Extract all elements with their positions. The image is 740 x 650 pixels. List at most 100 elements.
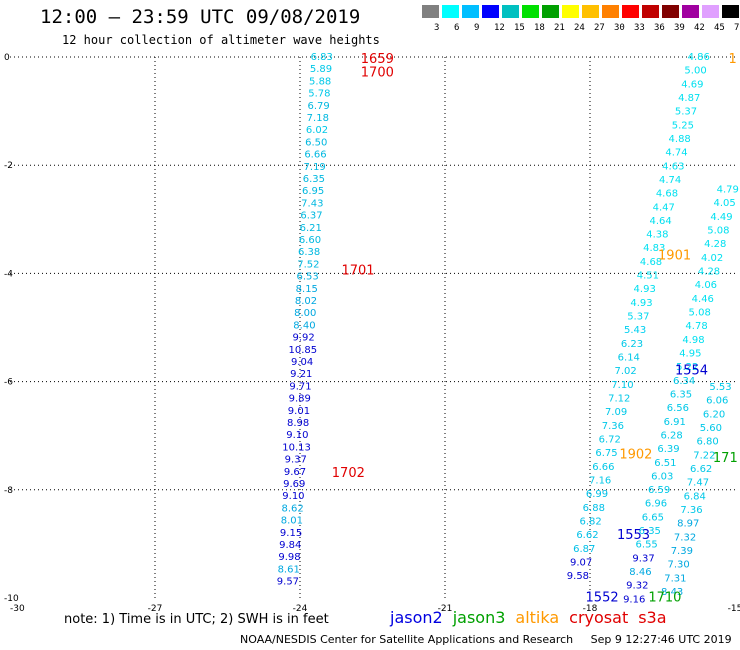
wave-height-value: 7.31 xyxy=(664,573,686,584)
wave-height-value: 6.62 xyxy=(690,464,712,475)
wave-height-value: 6.50 xyxy=(305,137,327,148)
wave-height-value: 6.35 xyxy=(639,526,661,537)
x-tick-label: -21 xyxy=(438,604,453,614)
color-scale-label: 15 xyxy=(514,23,525,33)
y-tick-label: -10 xyxy=(4,594,19,604)
wave-height-value: 7.36 xyxy=(602,421,624,432)
x-tick-label: -15 xyxy=(728,604,740,614)
wave-height-value: 6.96 xyxy=(645,499,667,510)
color-scale-label: 18 xyxy=(534,23,545,33)
wave-height-value: 8.00 xyxy=(294,308,316,319)
time-label: 171 xyxy=(713,451,738,466)
wave-height-value: 6.38 xyxy=(298,247,320,258)
time-label: 1 xyxy=(728,52,736,67)
wave-height-value: 5.37 xyxy=(627,312,649,323)
wave-height-value: 9.37 xyxy=(285,455,307,466)
wave-height-value: 4.28 xyxy=(698,267,720,278)
wave-height-value: 4.51 xyxy=(637,271,659,282)
color-scale-swatch xyxy=(542,5,559,18)
wave-height-value: 5.88 xyxy=(309,76,331,87)
wave-height-value: 6.82 xyxy=(580,516,602,527)
wave-height-value: 7.22 xyxy=(693,450,715,461)
wave-height-value: 7.19 xyxy=(304,162,326,173)
time-label: 1901 xyxy=(658,248,691,263)
wave-height-value: 9.10 xyxy=(282,491,304,502)
wave-height-value: 4.28 xyxy=(704,239,726,250)
wave-height-value: 9.01 xyxy=(288,406,310,417)
wave-height-value: 6.79 xyxy=(307,101,329,112)
time-label: 1553 xyxy=(617,528,650,543)
wave-height-value: 6.35 xyxy=(670,389,692,400)
wave-height-value: 7.32 xyxy=(674,532,696,543)
wave-height-value: 10.13 xyxy=(282,442,311,453)
footer: NOAA/NESDIS Center for Satellite Applica… xyxy=(240,633,740,646)
time-label: 1701 xyxy=(341,264,374,279)
wave-height-value: 5.08 xyxy=(707,226,729,237)
wave-height-value: 5.43 xyxy=(624,325,646,336)
wave-height-value: 6.66 xyxy=(592,462,614,473)
wave-height-value: 4.95 xyxy=(679,348,701,359)
wave-height-value: 4.79 xyxy=(717,185,739,196)
y-tick-label: -8 xyxy=(4,486,13,496)
color-scale-swatch xyxy=(682,5,699,18)
wave-height-value: 8.01 xyxy=(281,516,303,527)
wave-height-value: 4.49 xyxy=(710,212,732,223)
wave-height-value: 7.18 xyxy=(307,113,329,124)
wave-height-value: 9.15 xyxy=(280,528,302,539)
wave-height-value: 9.57 xyxy=(277,577,299,588)
wave-height-value: 9.37 xyxy=(632,553,654,564)
wave-height-value: 9.58 xyxy=(567,571,589,582)
color-scale-label: 70 xyxy=(734,23,740,33)
color-scale-label: 33 xyxy=(634,23,645,33)
wave-height-value: 6.55 xyxy=(636,540,658,551)
color-scale-label: 30 xyxy=(614,23,625,33)
wave-height-value: 5.89 xyxy=(310,64,332,75)
wave-height-value: 6.88 xyxy=(583,503,605,514)
wave-height-value: 4.74 xyxy=(665,148,687,159)
wave-height-value: 7.16 xyxy=(589,475,611,486)
wave-height-value: 6.91 xyxy=(664,417,686,428)
wave-height-value: 4.06 xyxy=(695,280,717,291)
wave-height-value: 7.30 xyxy=(667,560,689,571)
legend-note: note: 1) Time is in UTC; 2) SWH is in fe… xyxy=(64,612,329,627)
wave-height-value: 7.52 xyxy=(297,259,319,270)
wave-height-value: 4.87 xyxy=(678,93,700,104)
footer-timestamp: Sep 9 12:27:46 UTC 2019 xyxy=(590,633,732,646)
x-tick-label: -30 xyxy=(10,604,25,614)
color-scale-label: 42 xyxy=(694,23,705,33)
wave-height-value: 7.39 xyxy=(671,546,693,557)
x-tick-label: -18 xyxy=(583,604,598,614)
color-scale-swatch xyxy=(662,5,679,18)
wave-height-value: 4.64 xyxy=(649,216,671,227)
color-scale-swatch xyxy=(462,5,479,18)
color-scale-swatch xyxy=(522,5,539,18)
wave-height-value: 6.21 xyxy=(300,223,322,234)
color-scale-swatch xyxy=(442,5,459,18)
color-scale-label: 3 xyxy=(434,23,440,33)
wave-height-value: 5.08 xyxy=(689,307,711,318)
wave-height-value: 6.28 xyxy=(660,430,682,441)
wave-height-value: 7.02 xyxy=(614,366,636,377)
color-scale-label: 12 xyxy=(494,23,505,33)
wave-height-value: 6.34 xyxy=(673,376,695,387)
wave-height-value: 9.67 xyxy=(284,467,306,478)
wave-height-value: 7.47 xyxy=(687,478,709,489)
wave-height-value: 9.16 xyxy=(623,594,645,605)
x-tick-label: -24 xyxy=(293,604,308,614)
y-tick-label: -2 xyxy=(4,161,13,171)
wave-height-value: 9.89 xyxy=(289,394,311,405)
wave-height-value: 8.62 xyxy=(282,503,304,514)
wave-height-value: 8.40 xyxy=(293,320,315,331)
color-scale-swatch xyxy=(642,5,659,18)
color-scale-label: 21 xyxy=(554,23,565,33)
color-scale-label: 24 xyxy=(574,23,585,33)
legend-item-cryosat: cryosat xyxy=(569,608,629,627)
color-scale-swatch xyxy=(582,5,599,18)
color-scale-label: 9 xyxy=(474,23,480,33)
wave-height-value: 4.83 xyxy=(643,243,665,254)
color-scale-swatch xyxy=(562,5,579,18)
wave-height-value: 4.68 xyxy=(640,257,662,268)
wave-height-value: 9.69 xyxy=(283,479,305,490)
wave-height-value: 4.68 xyxy=(656,189,678,200)
color-scale-label: 27 xyxy=(594,23,605,33)
